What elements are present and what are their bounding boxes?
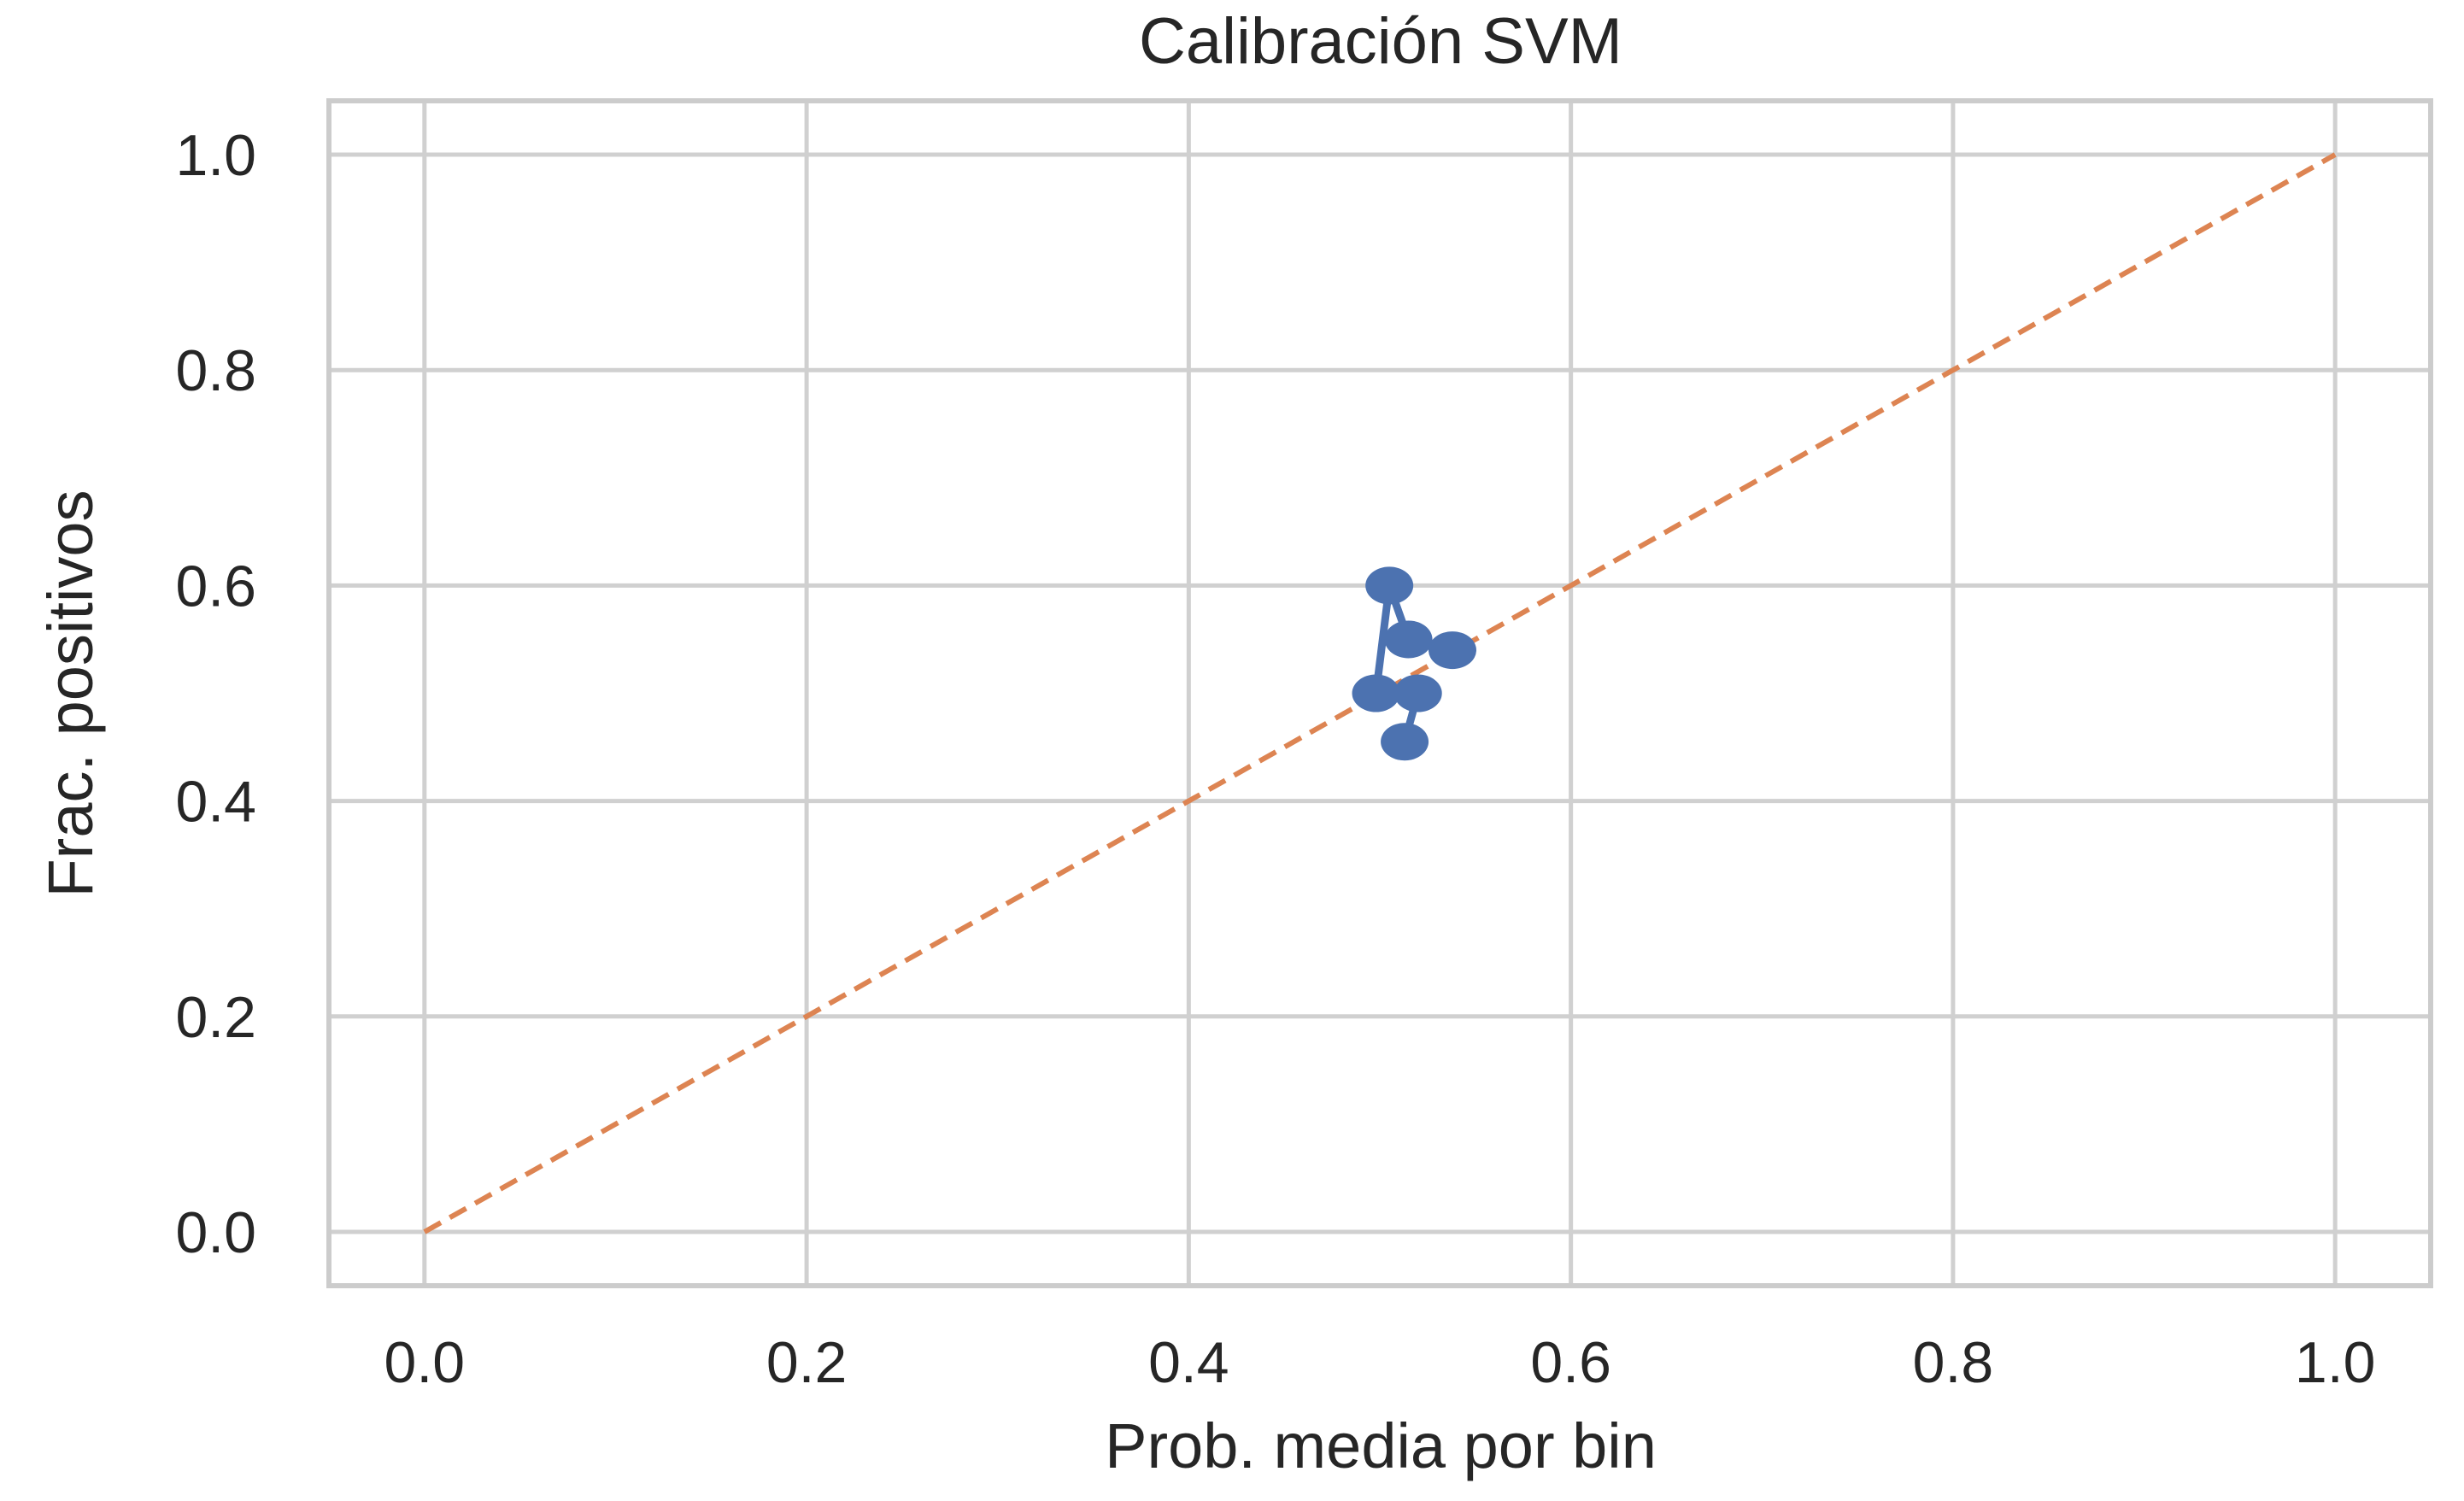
plot-frame (326, 98, 2433, 1288)
y-tick-label: 0.2 (175, 985, 256, 1050)
y-tick-label: 1.0 (175, 123, 256, 188)
calibration-point (1365, 566, 1414, 605)
chart-title: Calibración SVM (1139, 5, 1622, 78)
grid (329, 101, 2431, 1286)
calibration-point (1393, 674, 1442, 712)
calibration-point (1352, 674, 1400, 712)
calibration-point (1384, 620, 1433, 659)
x-tick-label: 1.0 (2295, 1330, 2376, 1395)
x-axis-label: Prob. media por bin (1105, 1410, 1657, 1481)
x-tick-label: 0.2 (766, 1330, 848, 1395)
series-layer (423, 152, 2337, 1234)
reference-diagonal-line (423, 152, 2337, 1234)
x-tick-labels: 0.0 0.2 0.4 0.6 0.8 1.0 (384, 1330, 2376, 1395)
x-tick-label: 0.0 (384, 1330, 466, 1395)
calibration-point (1381, 723, 1429, 761)
y-tick-label: 0.0 (175, 1200, 256, 1265)
x-tick-label: 0.4 (1148, 1330, 1229, 1395)
calibration-point (1428, 631, 1476, 670)
y-tick-label: 0.8 (175, 338, 256, 403)
y-tick-label: 0.4 (175, 770, 256, 835)
x-tick-label: 0.6 (1530, 1330, 1611, 1395)
y-tick-label: 0.6 (175, 554, 256, 619)
y-axis-label: Frac. positivos (35, 490, 106, 897)
y-tick-labels: 0.0 0.2 0.4 0.6 0.8 1.0 (175, 123, 256, 1265)
x-tick-label: 0.8 (1913, 1330, 1994, 1395)
